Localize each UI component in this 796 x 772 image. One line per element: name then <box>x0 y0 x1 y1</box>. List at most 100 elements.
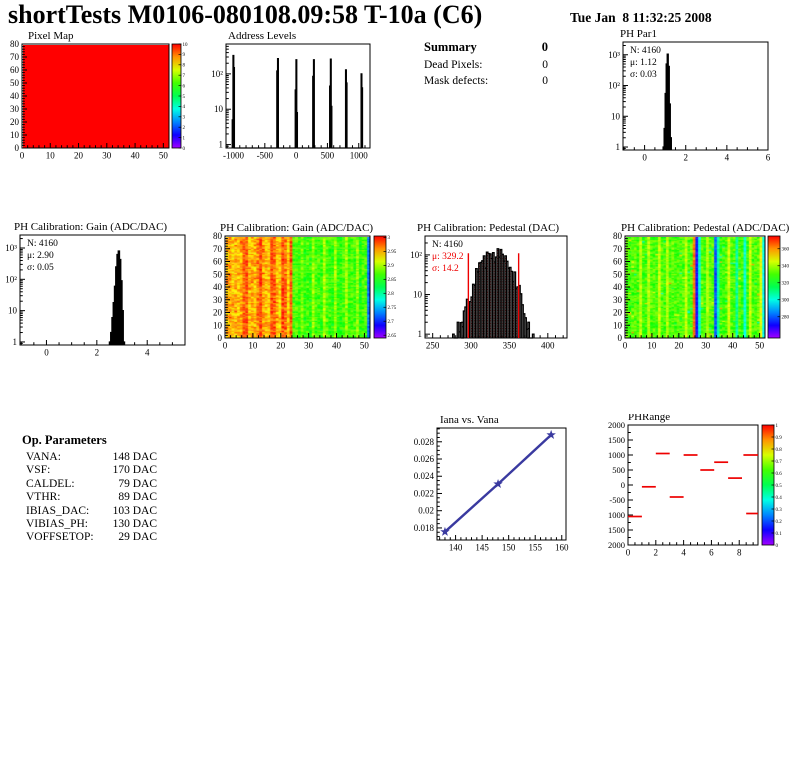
gain-hist-axes: 0 2 4 10³ 10² 10 1 N: 4160 μ: 2.90 σ: 0.05 <box>5 234 186 358</box>
svg-text:30: 30 <box>701 341 711 351</box>
op-parameters-panel: Op. Parameters VANA: 148 DAC VSF: 170 DAC CA… <box>0 414 199 607</box>
star-marker <box>546 429 556 439</box>
gain-map-raster <box>225 236 370 338</box>
colorbar-label: 0.9 <box>776 436 783 441</box>
svg-text:10: 10 <box>248 341 258 351</box>
svg-text:30: 30 <box>304 341 314 351</box>
colorbar <box>373 235 387 339</box>
gain-distribution-title: PH Calibration: Gain (ADC/DAC) <box>14 221 168 233</box>
svg-text:20: 20 <box>74 151 84 161</box>
colorbar-label: 0.1 <box>776 532 783 537</box>
svg-text:1500: 1500 <box>608 525 625 535</box>
row-value: 89 DAC <box>118 491 157 504</box>
row-label: IBIAS_DAC: <box>26 504 90 517</box>
colorbar-label: 3 <box>183 116 186 121</box>
stats-line: N: 4160 <box>432 240 463 250</box>
row-label: Mask defects: <box>424 74 489 87</box>
svg-text:6: 6 <box>709 548 714 558</box>
svg-text:0.026: 0.026 <box>414 454 435 464</box>
svg-text:-500: -500 <box>257 151 274 161</box>
pedestal-map-title: PH Calibration: Pedestal (ADC/DAC) <box>621 222 790 234</box>
svg-text:1500: 1500 <box>608 435 625 445</box>
axis-group <box>436 427 567 541</box>
colorbar-label: 2.85 <box>388 278 397 283</box>
stats-line: σ: 0.05 <box>27 263 54 273</box>
row-value: 170 DAC <box>112 464 157 477</box>
svg-text:20: 20 <box>613 308 623 318</box>
svg-text:40: 40 <box>10 91 20 101</box>
svg-text:8: 8 <box>737 548 742 558</box>
summary-panel: Summary 0 Dead Pixels: 0 Mask defects: 0 <box>398 28 597 221</box>
svg-text:10²: 10² <box>5 274 17 284</box>
row-label: VTHR: <box>26 491 61 504</box>
svg-text:1: 1 <box>219 140 224 150</box>
svg-text:2: 2 <box>654 548 659 558</box>
axis-group <box>224 235 371 339</box>
svg-text:50: 50 <box>10 78 20 88</box>
op-parameters-title: Op. Parameters <box>22 433 107 447</box>
svg-text:40: 40 <box>613 282 623 292</box>
stats-line: μ: 2.90 <box>27 251 54 261</box>
svg-text:1000: 1000 <box>608 450 625 460</box>
svg-text:1: 1 <box>418 329 423 339</box>
colorbar-label: 5 <box>183 95 186 100</box>
colorbar-label: 4 <box>183 105 186 110</box>
svg-text:0.02: 0.02 <box>418 506 434 516</box>
svg-text:10: 10 <box>46 151 56 161</box>
svg-text:10: 10 <box>8 306 18 316</box>
row-label: VOFFSETOP: <box>26 531 94 544</box>
summary-title: Summary <box>424 40 477 54</box>
stats-line: N: 4160 <box>27 239 58 249</box>
svg-text:40: 40 <box>131 151 141 161</box>
svg-text:0: 0 <box>20 151 25 161</box>
svg-text:50: 50 <box>159 151 169 161</box>
address-levels-axes: -1000 -500 0 500 1000 10² 10 1 <box>211 43 371 161</box>
svg-text:145: 145 <box>475 543 489 553</box>
iana-axes: 140 145 150 155 160 0.018 0.02 0.022 0.024 0.026 0… <box>414 427 569 553</box>
svg-text:10: 10 <box>10 130 20 140</box>
svg-text:60: 60 <box>613 257 623 267</box>
pixel-map-raster <box>22 44 169 148</box>
row-value: 0 <box>542 59 548 71</box>
colorbar-label: 1 <box>183 136 186 141</box>
svg-text:60: 60 <box>213 257 223 267</box>
histogram-outline <box>662 53 672 150</box>
svg-text:2: 2 <box>683 153 688 163</box>
svg-text:30: 30 <box>10 104 20 114</box>
pedestal-distribution-plot: PH Calibration: Pedestal (DAC) 250 300 350… <box>398 221 597 414</box>
colorbar-label: 3 <box>388 236 391 241</box>
svg-text:0: 0 <box>218 333 223 343</box>
svg-text:500: 500 <box>612 465 625 475</box>
colorbar-label: 360 <box>782 248 790 253</box>
row-value: 103 DAC <box>112 504 157 517</box>
colorbar-label: 0.4 <box>776 496 783 501</box>
svg-text:70: 70 <box>10 52 20 62</box>
star-marker <box>440 526 450 536</box>
row-label: VSF: <box>26 464 51 477</box>
svg-text:30: 30 <box>613 295 623 305</box>
parameter-row: VTHR: 89 DAC <box>0 491 199 504</box>
svg-text:250: 250 <box>426 341 440 351</box>
svg-text:10²: 10² <box>608 81 620 91</box>
row-label: VIBIAS_PH: <box>26 518 88 530</box>
svg-text:500: 500 <box>321 151 335 161</box>
svg-text:6: 6 <box>766 153 771 163</box>
colorbar-label: 0.7 <box>776 460 783 465</box>
histogram-outline <box>231 54 364 149</box>
ph-par1-axes: 0 2 4 6 10³ 10² 10 1 N: 4160 μ: 1.12 σ: 0.03 <box>608 41 771 163</box>
ph-par1-title: PH Par1 <box>620 28 657 40</box>
svg-text:0.028: 0.028 <box>414 437 435 447</box>
pedestal-map-axes: 0 10 20 30 40 50 0 10 20 30 40 50 60 70 80 360 340 320 300… <box>613 231 790 351</box>
svg-text:10: 10 <box>214 104 224 114</box>
summary-row: Mask defects: 0 <box>398 75 597 88</box>
pedestal-map-raster <box>625 236 765 338</box>
svg-text:0.018: 0.018 <box>414 523 435 533</box>
timestamp: Tue Jan 8 11:32:25 2008 <box>570 10 712 25</box>
colorbar-label: 2.8 <box>388 292 395 297</box>
svg-text:140: 140 <box>449 543 463 553</box>
colorbar-label: 2.65 <box>388 334 397 339</box>
svg-text:50: 50 <box>213 269 223 279</box>
svg-text:2: 2 <box>95 348 100 358</box>
svg-text:0.022: 0.022 <box>414 488 434 498</box>
